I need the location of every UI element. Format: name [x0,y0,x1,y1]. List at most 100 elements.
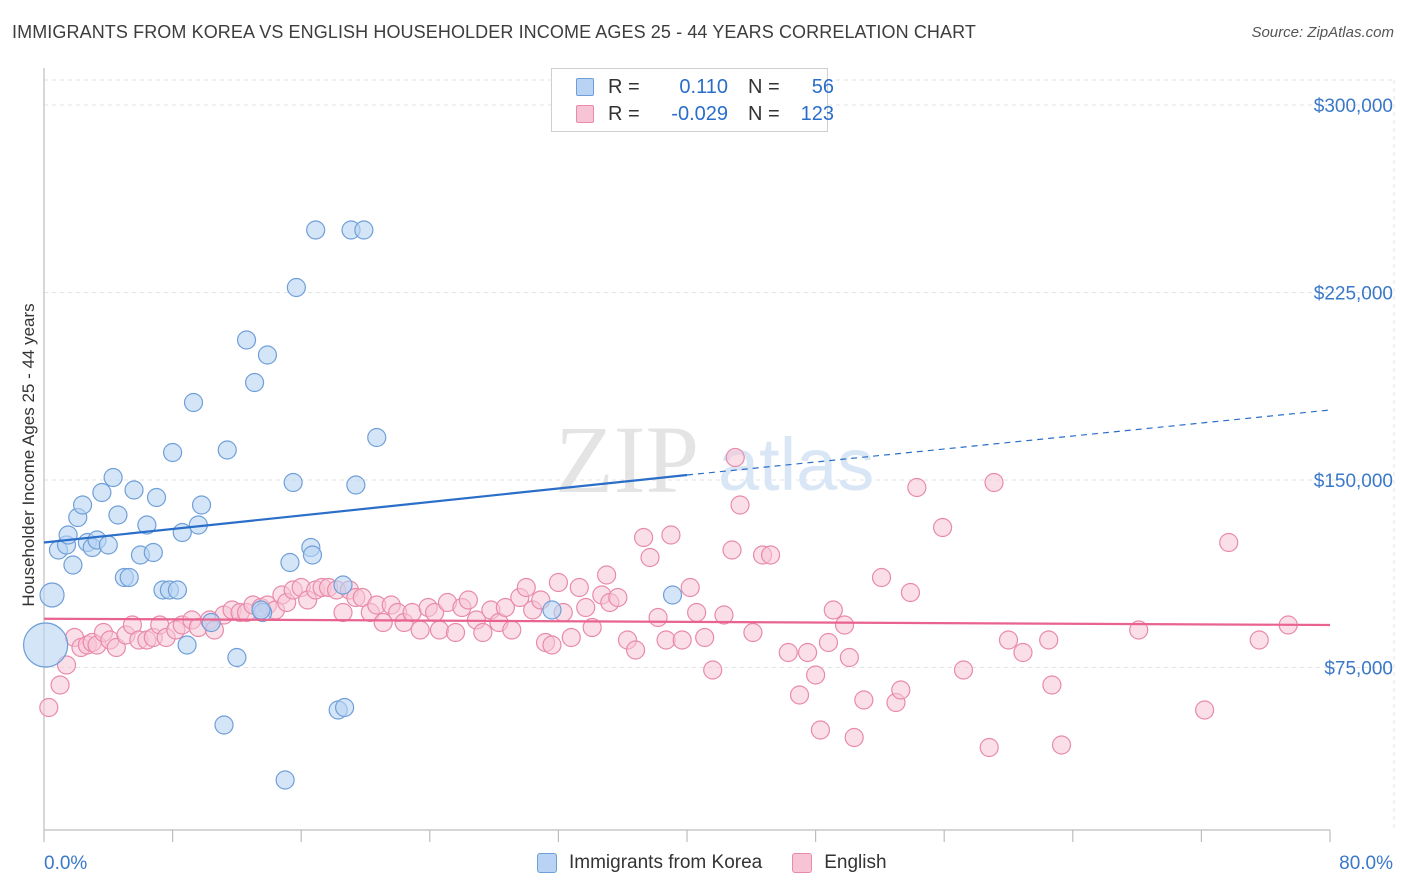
english-point [979,737,999,758]
english-point [608,587,628,608]
x-tick-label: 80.0% [1339,853,1393,874]
english-point [1219,532,1239,553]
y-tick-label: $150,000 [1314,471,1393,492]
legend-label-english: English [824,852,887,873]
legend-n-label: N = [748,102,780,125]
watermark-zip: ZIP [555,406,699,513]
x-tick-label: 0.0% [44,853,87,874]
x-tick-labels: 0.0% 80.0% [44,853,1393,874]
english-point [680,577,700,598]
english-point [900,582,921,603]
legend-swatch-english [576,105,594,123]
english-point [789,685,810,705]
korea-point [275,770,295,790]
korea-point [367,427,387,448]
korea-point [662,585,683,605]
english-point [576,597,596,618]
english-point [891,680,911,700]
english-trend-line [43,617,1331,627]
english-point [932,517,953,538]
english-point [778,642,798,663]
y-axis-label: Householder Income Ages 25 - 44 years [19,303,38,606]
legend-r-label: R = [608,75,640,98]
korea-point [72,495,93,515]
english-point [495,597,515,618]
korea-point [146,487,167,508]
english-point [1042,675,1062,695]
watermark: ZIP atlas [555,406,874,513]
legend-label-korea: Immigrants from Korea [569,852,763,873]
english-point [502,620,522,640]
legend-swatch-english [792,853,813,873]
korea-point [39,582,65,608]
korea-point [286,277,306,298]
korea-point [108,505,128,525]
english-point [810,720,831,740]
korea-trend-line [43,473,688,544]
english-point [39,697,59,718]
korea-point [280,552,300,573]
english-point [703,660,723,680]
y-tick-label: $225,000 [1314,284,1393,305]
korea-point [163,442,183,463]
english-point [722,540,742,560]
english-point [402,602,422,623]
english-point [805,665,826,685]
english-point [730,495,750,515]
english-point [1039,630,1059,650]
legend-swatch-korea [576,78,594,96]
korea-point [244,372,265,393]
english-point [695,627,715,648]
watermark-atlas: atlas [718,423,874,506]
korea-point [333,575,353,595]
korea-point [283,472,303,493]
english-point [834,615,855,635]
english-point [569,577,589,598]
korea-point [251,600,271,620]
trend-lines [43,409,1331,627]
korea-point [542,600,562,620]
english-point [597,565,617,585]
english-point [998,630,1019,650]
legend-n-label: N = [748,75,780,98]
korea-point [63,555,83,575]
korea-point [23,622,69,668]
chart-title: IMMIGRANTS FROM KOREA VS ENGLISH HOUSEHO… [12,22,976,42]
english-point [410,620,430,640]
y-tick-labels: $75,000 $150,000 $225,000 $300,000 [1314,96,1393,680]
english-point [953,660,974,680]
english-point [516,577,536,598]
correlation-legend: R = 0.110 N = 56 R = -0.029 N = 123 [551,68,834,132]
korea-point [137,515,157,535]
korea-point [335,697,355,718]
english-point [648,607,668,628]
english-point [907,477,927,498]
legend-row-english: R = -0.029 N = 123 [576,102,834,126]
english-point [1051,735,1072,755]
english-point [625,640,646,660]
y-tick-label: $75,000 [1324,659,1393,680]
korea-points [23,220,683,790]
english-point [458,590,478,610]
english-point [656,630,676,650]
legend-r-value: 0.110 [679,75,728,98]
korea-point [119,567,139,588]
english-point [633,527,654,548]
korea-point [103,467,123,488]
legend-r-value: -0.029 [671,102,728,125]
english-point [844,727,864,748]
korea-point [302,545,323,565]
english-point [640,547,660,568]
korea-point [177,635,197,655]
korea-point [124,480,144,500]
english-point [1013,642,1033,663]
legend-swatch-korea [537,853,557,873]
english-point [854,690,874,710]
korea-point [217,440,237,460]
legend-n-value: 123 [800,102,834,125]
english-points [39,447,1298,758]
series-legend: Immigrants from Korea English [537,852,887,874]
legend-row-korea: R = 0.110 N = 56 [576,75,834,99]
korea-point [167,580,188,600]
